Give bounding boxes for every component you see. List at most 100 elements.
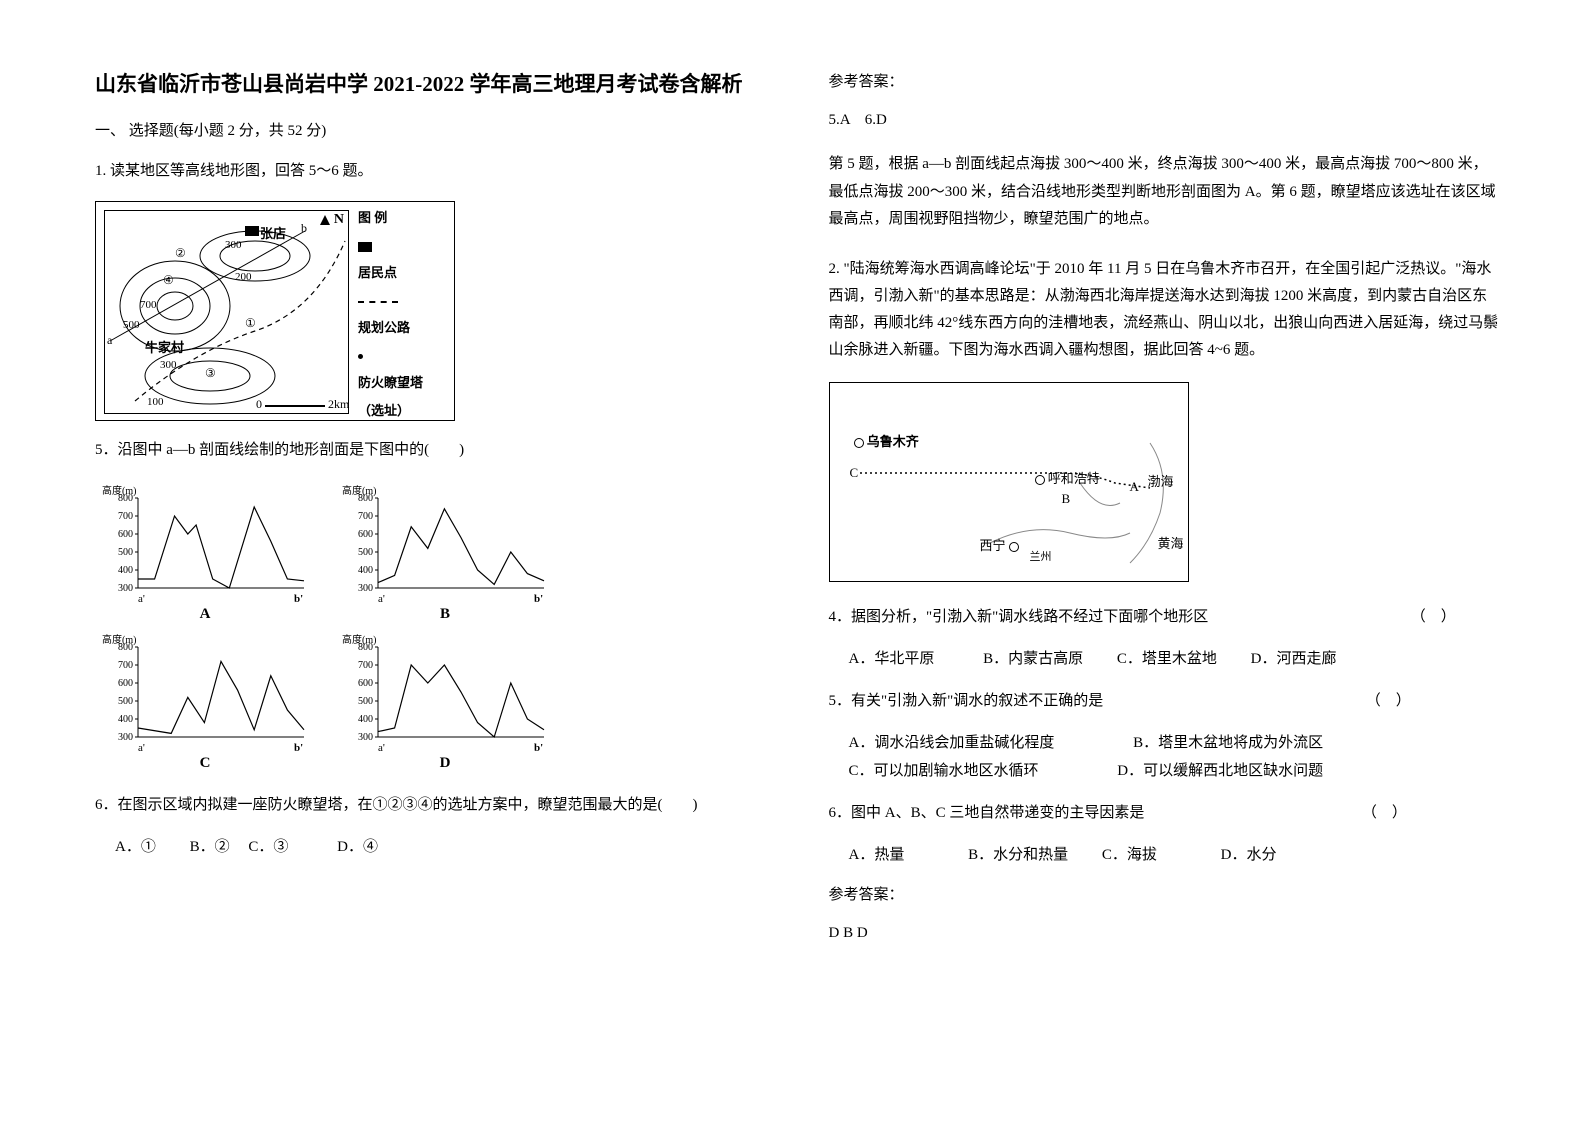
svg-text:a': a' xyxy=(378,742,385,753)
svg-text:600: 600 xyxy=(118,678,133,689)
legend-tower2: （选址） xyxy=(358,401,448,421)
svg-text:600: 600 xyxy=(118,529,133,540)
marker-4: ④ xyxy=(163,273,174,288)
q2-intro: 2. "陆海统筹海水西调高峰论坛"于 2010 年 11 月 5 日在乌鲁木齐市… xyxy=(829,256,1503,364)
label-B: B xyxy=(335,606,555,623)
settlement-sym-icon xyxy=(358,242,372,252)
svg-text:500: 500 xyxy=(358,696,373,707)
zhangdian: 张店 xyxy=(260,223,286,242)
svg-text:高度(m): 高度(m) xyxy=(102,484,136,497)
q5-text: 5．沿图中 a—b 剖面线绘制的地形剖面是下图中的( ) xyxy=(95,437,769,464)
q6b-opt-A: A．热量 xyxy=(849,847,905,863)
svg-text:b': b' xyxy=(294,593,303,604)
svg-text:b': b' xyxy=(534,593,543,604)
svg-text:500: 500 xyxy=(358,547,373,558)
legend-settlement: 居民点 xyxy=(358,263,448,283)
q6b-opt-D: D．水分 xyxy=(1221,847,1277,863)
q6b-opt-B: B．水分和热量 xyxy=(968,847,1068,863)
q6b-text: 6．图中 A、B、C 三地自然带递变的主导因素是 （ ） xyxy=(829,800,1503,827)
svg-text:高度(m): 高度(m) xyxy=(342,633,376,646)
c300a: 300 xyxy=(225,239,242,251)
svg-text:300: 300 xyxy=(358,583,373,594)
q4-opt-D: D．河西走廊 xyxy=(1251,651,1337,667)
svg-text:300: 300 xyxy=(118,732,133,743)
route-map: 乌鲁木齐 C 呼和浩特 B A 渤海 西宁 兰州 黄海 xyxy=(829,382,1189,582)
north-indicator: N xyxy=(320,212,344,228)
q4-opt-A: A．华北平原 xyxy=(849,651,935,667)
q4-opt-B: B．内蒙古高原 xyxy=(983,651,1083,667)
answer-head-2: 参考答案： xyxy=(829,883,1503,904)
q5b-opt-D: D．可以缓解西北地区缺水问题 xyxy=(1117,763,1323,779)
tower-sym-icon xyxy=(358,354,363,359)
profile-A: 800700600500400300高度(m)a'b' A xyxy=(95,484,315,623)
q4-opt-C: C．塔里木盆地 xyxy=(1117,651,1217,667)
q6b-options: A．热量 B．水分和热量 C．海拔 D．水分 xyxy=(849,841,1503,870)
city-icon-2 xyxy=(1035,475,1045,485)
q5b-opt-B: B．塔里木盆地将成为外流区 xyxy=(1133,735,1323,751)
q5b-opt-A: A．调水沿线会加重盐碱化程度 xyxy=(849,735,1055,751)
pt-B: B xyxy=(1062,491,1071,507)
answer-dbd: D B D xyxy=(829,920,1503,948)
city-icon-3 xyxy=(1009,542,1019,552)
map-area: a b 张店 牛家村 ② ④ ① ③ 300 200 700 500 300 1… xyxy=(104,210,349,414)
c700: 700 xyxy=(140,299,157,311)
profile-B: 800700600500400300高度(m)a'b' B xyxy=(335,484,555,623)
q6b-opt-C: C．海拔 xyxy=(1102,847,1157,863)
north-arrow-icon xyxy=(320,215,330,225)
legend-tower1: 防火瞭望塔 xyxy=(358,373,448,393)
q4-text: 4．据图分析，"引渤入新"调水线路不经过下面哪个地形区 （ ） xyxy=(829,604,1503,631)
svg-text:400: 400 xyxy=(118,714,133,725)
svg-text:600: 600 xyxy=(358,678,373,689)
q6-opt-B: B．② xyxy=(190,839,230,855)
svg-text:a': a' xyxy=(378,593,385,604)
pt-A: A xyxy=(1130,479,1139,495)
marker-3: ③ xyxy=(205,366,216,381)
lanzhou: 兰州 xyxy=(1030,548,1052,564)
profile-D: 800700600500400300高度(m)a'b' D xyxy=(335,633,555,772)
pt-C: C xyxy=(850,465,859,481)
marker-1: ① xyxy=(245,316,256,331)
svg-text:a': a' xyxy=(138,742,145,753)
map-frame: a b 张店 牛家村 ② ④ ① ③ 300 200 700 500 300 1… xyxy=(95,201,455,421)
svg-text:300: 300 xyxy=(358,732,373,743)
q6-opt-A: A．① xyxy=(115,839,156,855)
scale-2km: 2km xyxy=(328,397,349,411)
city-icon xyxy=(854,438,864,448)
legend-title: 图 例 xyxy=(358,208,448,228)
q5b-text: 5．有关"引渤入新"调水的叙述不正确的是 （ ） xyxy=(829,688,1503,715)
topo-map-figure: a b 张店 牛家村 ② ④ ① ③ 300 200 700 500 300 1… xyxy=(95,201,769,421)
label-A: A xyxy=(95,606,315,623)
answer-56: 5.A 6.D xyxy=(829,107,1503,135)
scale-bar: 0 2km xyxy=(256,397,349,412)
c200: 200 xyxy=(235,271,252,283)
svg-text:700: 700 xyxy=(118,660,133,671)
q6-options: A．① B．② C．③ D．④ xyxy=(115,833,769,862)
svg-text:600: 600 xyxy=(358,529,373,540)
scale-0: 0 xyxy=(256,397,262,411)
section-1-head: 一、 选择题(每小题 2 分，共 52 分) xyxy=(95,119,769,140)
svg-text:b': b' xyxy=(294,742,303,753)
legend-road: 规划公路 xyxy=(358,318,448,338)
settlement-icon xyxy=(245,221,259,239)
answer-56-explain: 第 5 题，根据 a—b 剖面线起点海拔 300～400 米，终点海拔 300～… xyxy=(829,151,1503,234)
svg-text:700: 700 xyxy=(358,660,373,671)
label-D: D xyxy=(335,755,555,772)
svg-text:高度(m): 高度(m) xyxy=(102,633,136,646)
svg-text:700: 700 xyxy=(358,511,373,522)
legend: 图 例 居民点 规划公路 防火瞭望塔 （选址） xyxy=(358,208,448,428)
north-label: N xyxy=(334,212,344,227)
bohai: 渤海 xyxy=(1148,471,1174,490)
svg-text:高度(m): 高度(m) xyxy=(342,484,376,497)
point-b: b xyxy=(301,221,307,236)
svg-text:b': b' xyxy=(534,742,543,753)
svg-text:400: 400 xyxy=(118,565,133,576)
point-a: a xyxy=(107,333,112,348)
q5b-opt-C: C．可以加剧输水地区水循环 xyxy=(849,763,1039,779)
svg-text:700: 700 xyxy=(118,511,133,522)
q6-text: 6．在图示区域内拟建一座防火瞭望塔，在①②③④的选址方案中，瞭望范围最大的是( … xyxy=(95,792,769,819)
road-sym-icon xyxy=(358,301,398,303)
c100: 100 xyxy=(147,396,164,408)
huanghai: 黄海 xyxy=(1158,533,1184,552)
huhehaote: 呼和浩特 xyxy=(1035,468,1100,487)
answer-head-1: 参考答案： xyxy=(829,70,1503,91)
